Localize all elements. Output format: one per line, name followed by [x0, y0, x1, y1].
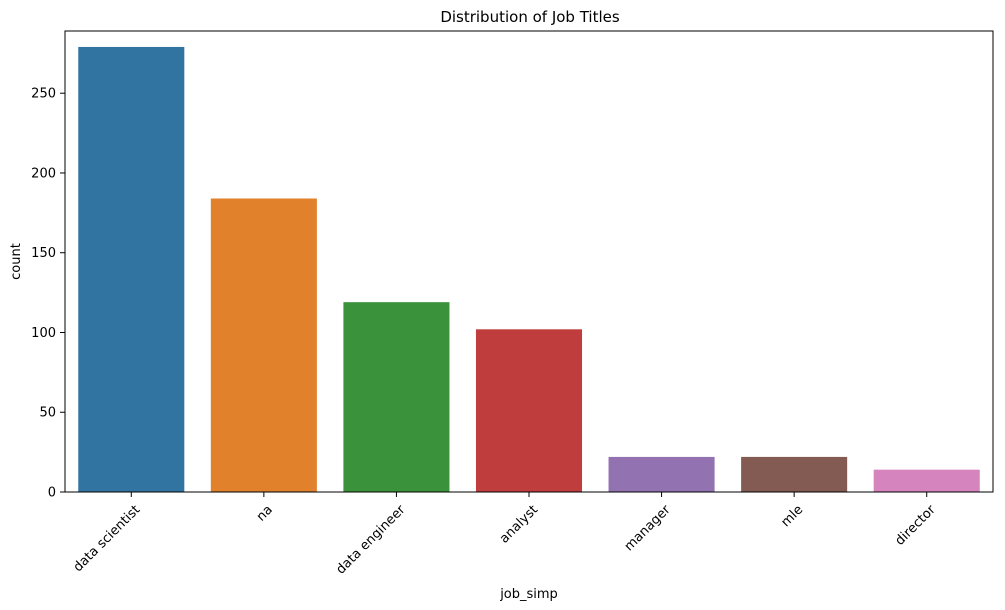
- y-tick-label: 250: [31, 87, 56, 102]
- bar-director: [873, 469, 980, 492]
- x-tick-label: na: [254, 502, 276, 524]
- y-axis-label: count: [9, 243, 24, 280]
- x-tick-label: data scientist: [71, 502, 144, 575]
- x-tick-label: analyst: [497, 502, 541, 546]
- x-tick-label: director: [892, 502, 939, 549]
- bar-manager: [608, 456, 715, 492]
- x-tick-label: manager: [622, 502, 674, 554]
- x-tick-label: data engineer: [333, 502, 408, 577]
- y-tick-label: 100: [31, 326, 56, 341]
- bars-group: [78, 46, 980, 493]
- y-tick-label: 0: [48, 486, 56, 501]
- y-axis: 0 50 100 150 200 250: [31, 87, 65, 501]
- x-tick-label: mle: [778, 502, 806, 530]
- y-tick-label: 150: [31, 246, 56, 261]
- x-axis: data scientist na data engineer analyst mana…: [71, 492, 939, 577]
- bar-data-engineer: [343, 302, 450, 492]
- y-tick-label: 200: [31, 166, 56, 181]
- bar-data-scientist: [78, 46, 185, 492]
- y-tick-label: 50: [39, 406, 56, 421]
- x-axis-label: job_simp: [499, 587, 558, 602]
- bar-na: [210, 198, 317, 493]
- chart-title: Distribution of Job Titles: [440, 8, 620, 26]
- bar-mle: [741, 456, 848, 492]
- plot-frame: [64, 30, 994, 493]
- bar-analyst: [475, 329, 583, 492]
